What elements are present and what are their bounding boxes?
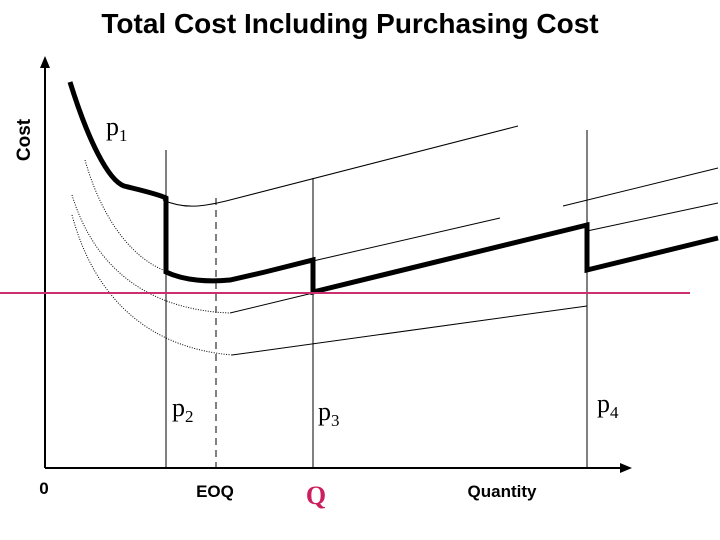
cost-curve-p3-left-right	[229, 202, 719, 314]
cost-curves	[71, 125, 719, 356]
price-label-p3: p3	[318, 397, 340, 430]
eoq-label: EOQ	[196, 482, 234, 501]
cost-curve-p2-right	[312, 167, 719, 262]
cost-curve-p4-right	[231, 305, 588, 356]
cost-curve-p1	[162, 125, 519, 207]
total-cost-curve	[67, 81, 719, 296]
price-label-p1: p1	[106, 112, 128, 145]
q-label: Q	[306, 481, 326, 510]
diagram-title: Total Cost Including Purchasing Cost	[101, 8, 598, 39]
y-axis-arrow-icon	[40, 56, 50, 68]
breakpoint-lines	[165, 130, 588, 468]
cost-curve-p2	[84, 159, 167, 272]
x-axis-arrow-icon	[620, 463, 632, 473]
cost-curve-p3	[71, 194, 231, 314]
x-axis-label: Quantity	[468, 482, 537, 501]
axes	[40, 56, 632, 473]
price-label-p4: p4	[597, 389, 619, 422]
origin-label: 0	[39, 479, 48, 498]
y-axis-label: Cost	[14, 118, 35, 161]
cost-curve-p4	[71, 214, 233, 356]
price-labels: p1 p2 p3 p4	[106, 112, 619, 430]
price-label-p2: p2	[172, 393, 194, 426]
